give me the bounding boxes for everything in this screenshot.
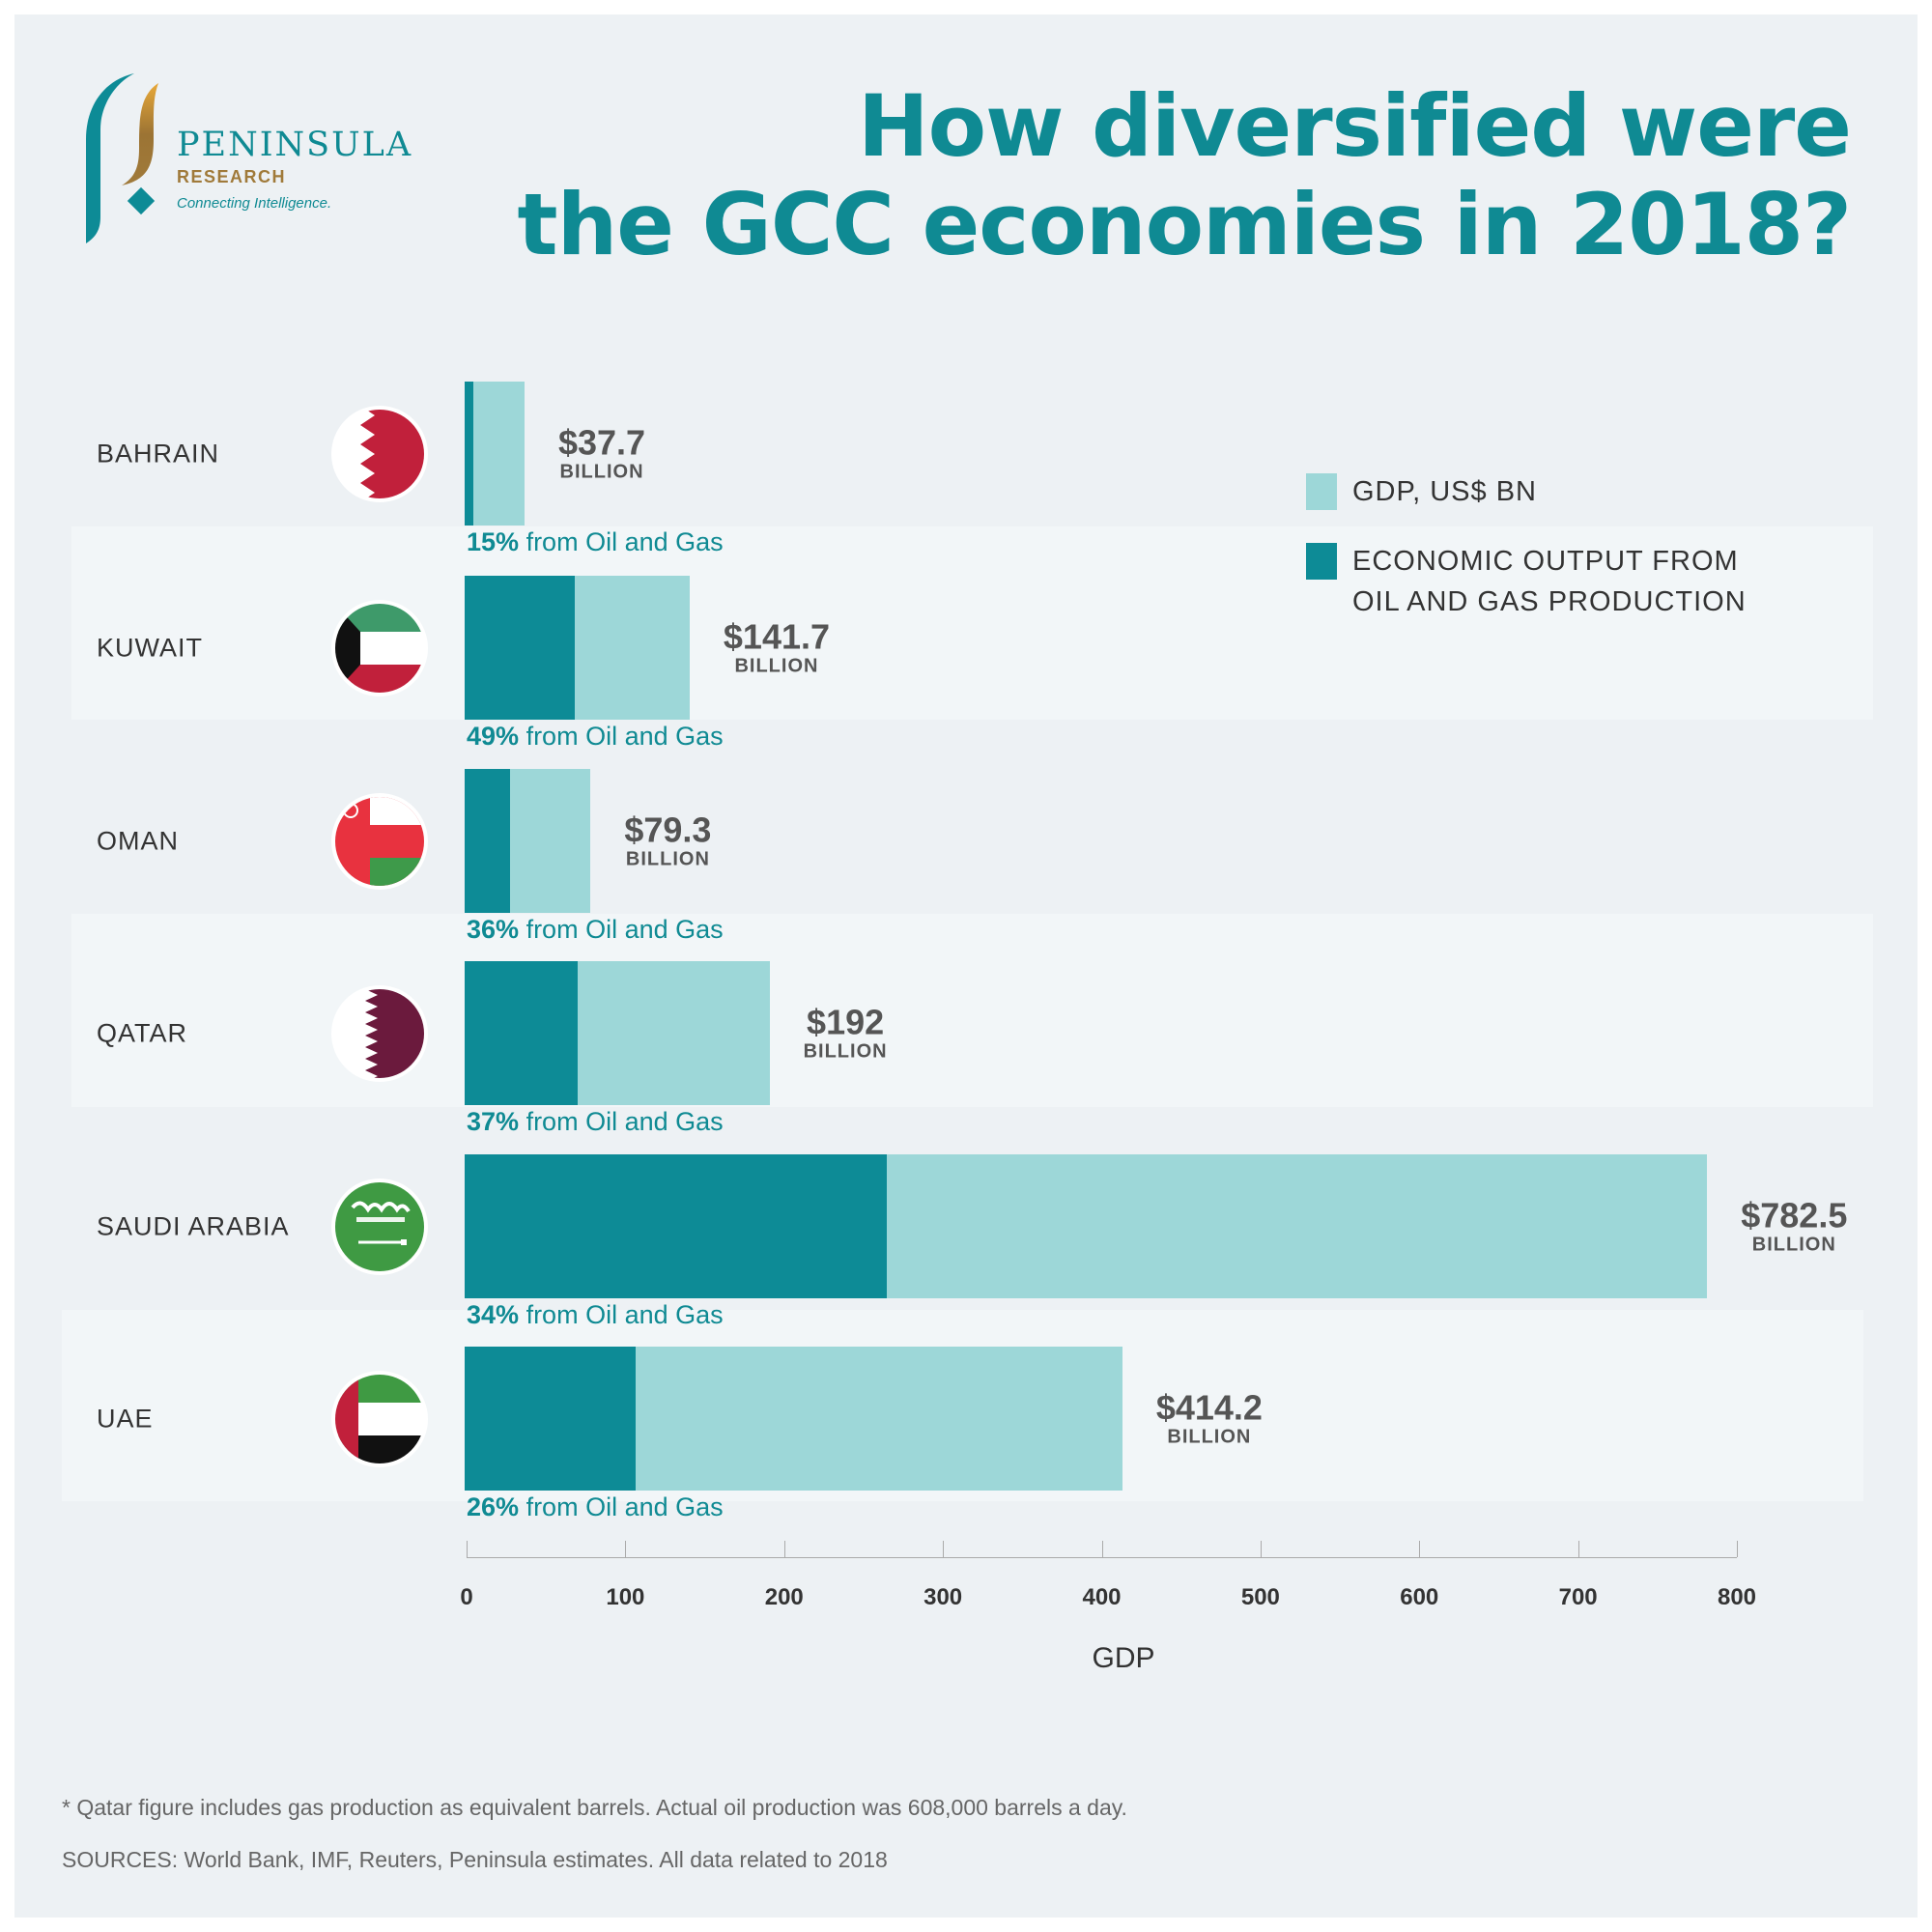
logo-name: PENINSULA: [177, 126, 413, 164]
value-amount: $141.7: [723, 616, 831, 657]
value-unit: BILLION: [559, 461, 644, 483]
footnote: * Qatar figure includes gas production a…: [62, 1795, 1127, 1820]
x-tick: [625, 1541, 627, 1557]
x-tick: [783, 1541, 785, 1557]
value-label-oman: $79.3 BILLION: [624, 810, 712, 871]
value-label-uae: $414.2 BILLION: [1155, 1387, 1263, 1449]
uae-flag-icon: [331, 1371, 428, 1467]
value-amount: $79.3: [624, 810, 712, 850]
x-tick-label: 100: [606, 1584, 645, 1610]
oil-bar-oman: [465, 769, 510, 913]
gdp-bar-uae: [465, 1347, 1122, 1491]
oil-share-suffix: from Oil and Gas: [526, 722, 724, 751]
title-line-2: the GCC economies in 2018?: [517, 175, 1852, 274]
oil-share-label-bahrain: 15% from Oil and Gas: [467, 527, 724, 557]
oman-flag-icon: [331, 793, 428, 890]
qatar-flag-icon: [331, 985, 428, 1082]
oil-share-suffix: from Oil and Gas: [526, 915, 724, 944]
x-tick: [943, 1541, 945, 1557]
country-label-oman: OMAN: [97, 826, 179, 856]
country-label-bahrain: BAHRAIN: [97, 439, 220, 469]
gdp-bar-qatar: [465, 961, 770, 1105]
oil-share-suffix: from Oil and Gas: [526, 1492, 724, 1521]
value-unit: BILLION: [1751, 1234, 1836, 1256]
value-unit: BILLION: [734, 655, 819, 677]
saudi-arabia-flag-icon: [331, 1179, 428, 1275]
oil-bar-kuwait: [465, 576, 576, 720]
x-tick-label: 600: [1400, 1584, 1439, 1610]
value-label-qatar: $192 BILLION: [803, 1002, 888, 1064]
x-tick: [467, 1541, 468, 1557]
x-tick: [1577, 1541, 1579, 1557]
x-tick-label: 500: [1240, 1584, 1280, 1610]
x-tick-label: 800: [1717, 1584, 1757, 1610]
country-label-qatar: QATAR: [97, 1018, 188, 1048]
page-title: How diversified were the GCC economies i…: [517, 76, 1852, 274]
x-tick-label: 300: [923, 1584, 963, 1610]
legend-oil-line-1: ECONOMIC OUTPUT FROM: [1352, 546, 1739, 577]
oil-share-label-saudi-arabia: 34% from Oil and Gas: [467, 1300, 724, 1330]
oil-bar-uae: [465, 1347, 636, 1491]
value-unit: BILLION: [625, 848, 710, 870]
country-label-saudi-arabia: SAUDI ARABIA: [97, 1211, 290, 1241]
value-label-saudi-arabia: $782.5 BILLION: [1741, 1195, 1848, 1257]
oil-share-label-kuwait: 49% from Oil and Gas: [467, 722, 724, 752]
x-tick: [1260, 1541, 1262, 1557]
value-amount: $192: [807, 1002, 885, 1042]
oil-share-suffix: from Oil and Gas: [526, 527, 724, 556]
oil-share-pct: 15%: [467, 527, 520, 556]
x-axis-label: GDP: [1092, 1642, 1155, 1674]
x-tick-label: 400: [1082, 1584, 1122, 1610]
oil-share-pct: 37%: [467, 1107, 520, 1136]
x-tick-label: 200: [764, 1584, 804, 1610]
x-tick: [1101, 1541, 1103, 1557]
gdp-bar-saudi-arabia: [465, 1154, 1708, 1298]
oil-bar-qatar: [465, 961, 578, 1105]
oil-share-suffix: from Oil and Gas: [526, 1300, 724, 1329]
gdp-bar-oman: [465, 769, 591, 913]
value-unit: BILLION: [803, 1040, 888, 1063]
x-tick-label: 0: [460, 1584, 473, 1610]
logo-sub: RESEARCH: [177, 167, 287, 186]
kuwait-flag-icon: [331, 600, 428, 696]
x-tick: [1419, 1541, 1421, 1557]
title-line-1: How diversified were: [857, 76, 1852, 176]
gdp-bar-bahrain: [465, 382, 525, 526]
value-label-kuwait: $141.7 BILLION: [723, 616, 831, 678]
logo-tagline: Connecting Intelligence.: [177, 195, 332, 212]
oil-share-label-uae: 26% from Oil and Gas: [467, 1492, 724, 1522]
value-label-bahrain: $37.7 BILLION: [557, 422, 646, 484]
oil-share-pct: 26%: [467, 1492, 520, 1521]
country-label-kuwait: KUWAIT: [97, 633, 203, 663]
country-label-uae: UAE: [97, 1404, 154, 1434]
x-tick-label: 700: [1558, 1584, 1598, 1610]
x-tick: [1737, 1541, 1738, 1557]
legend-oil-line-2: OIL AND GAS PRODUCTION: [1352, 586, 1747, 617]
bahrain-flag-icon: [331, 406, 428, 502]
oil-bar-saudi-arabia: [465, 1154, 888, 1298]
value-amount: $37.7: [557, 422, 646, 463]
sources: SOURCES: World Bank, IMF, Reuters, Penin…: [62, 1847, 888, 1872]
oil-share-label-oman: 36% from Oil and Gas: [467, 915, 724, 945]
oil-bar-bahrain: [465, 382, 474, 526]
gdp-bar-kuwait: [465, 576, 690, 720]
x-axis-line: [467, 1557, 1737, 1558]
value-unit: BILLION: [1167, 1426, 1252, 1448]
oil-share-label-qatar: 37% from Oil and Gas: [467, 1107, 724, 1137]
oil-share-suffix: from Oil and Gas: [526, 1107, 724, 1136]
legend-swatch-oil: [1306, 543, 1337, 580]
legend-label-gdp: GDP, US$ BN: [1352, 476, 1537, 507]
oil-share-pct: 36%: [467, 915, 520, 944]
oil-share-pct: 34%: [467, 1300, 520, 1329]
legend-swatch-gdp: [1306, 473, 1337, 510]
value-amount: $414.2: [1155, 1387, 1263, 1428]
peninsula-logo-mark: [81, 71, 178, 245]
legend-label-oil: ECONOMIC OUTPUT FROM OIL AND GAS PRODUCTI…: [1352, 541, 1747, 622]
value-amount: $782.5: [1741, 1195, 1848, 1236]
oil-share-pct: 49%: [467, 722, 520, 751]
